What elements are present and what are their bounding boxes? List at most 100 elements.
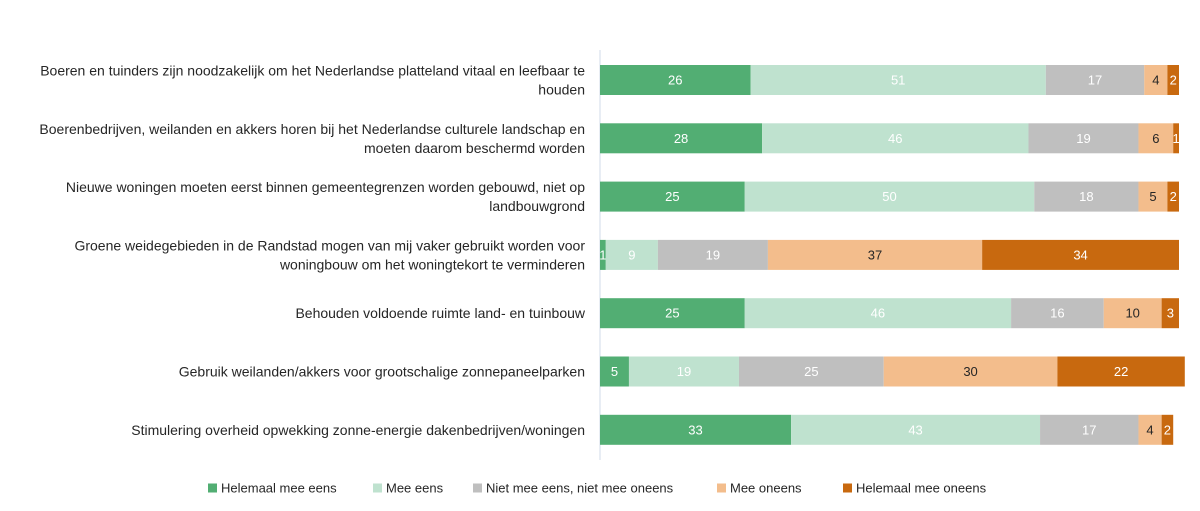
bar-segment: [738, 356, 884, 387]
data-label: 4: [1152, 73, 1159, 88]
bar-segment: [1040, 414, 1139, 445]
bar-segment: [1138, 123, 1174, 154]
bar-segment: [1103, 298, 1162, 329]
data-label: 10: [1125, 306, 1139, 321]
category-label-line: Stimulering overheid opwekking zonne-ene…: [131, 422, 585, 438]
bar-segment: [1167, 181, 1179, 212]
category-label-line: Boerenbedrijven, weilanden en akkers hor…: [39, 121, 585, 137]
category-label-line: houden: [538, 82, 585, 98]
data-label: 2: [1170, 73, 1177, 88]
data-label: 30: [963, 364, 977, 379]
bar-segment: [762, 123, 1029, 154]
category-label-line: Gebruik weilanden/akkers voor grootschal…: [179, 364, 585, 380]
category-label: Boerenbedrijven, weilanden en akkers hor…: [39, 121, 585, 156]
data-label: 26: [668, 73, 682, 88]
category-label-line: Behouden voldoende ruimte land- en tuinb…: [295, 305, 585, 321]
category-label-line: moeten daarom beschermd worden: [364, 140, 585, 156]
data-label: 5: [611, 364, 618, 379]
legend-swatch: [208, 483, 217, 493]
legend-label: Mee eens: [386, 481, 444, 496]
bar-segment: [1028, 123, 1139, 154]
data-label: 25: [804, 364, 818, 379]
bar-segment: [744, 298, 1012, 329]
data-label: 17: [1082, 422, 1096, 437]
category-label: Stimulering overheid opwekking zonne-ene…: [131, 422, 585, 438]
data-label: 37: [868, 247, 882, 262]
data-label: 17: [1088, 73, 1102, 88]
data-label: 50: [882, 189, 896, 204]
bar-segment: [982, 239, 1179, 270]
category-label: Groene weidegebieden in de Randstad moge…: [74, 237, 585, 272]
legend-label: Mee oneens: [730, 481, 802, 496]
data-label: 5: [1149, 189, 1156, 204]
bar-segment: [1011, 298, 1104, 329]
data-label: 19: [677, 364, 691, 379]
data-label: 34: [1073, 247, 1087, 262]
data-label: 33: [688, 422, 702, 437]
category-labels: Boeren en tuinders zijn noodzakelijk om …: [39, 63, 585, 438]
bar-segment: [600, 298, 745, 329]
data-label: 28: [674, 131, 688, 146]
bar-segment: [628, 356, 739, 387]
bar-segment: [1144, 65, 1168, 95]
bar-segment: [600, 356, 629, 387]
bar-segment: [744, 181, 1035, 212]
data-label: 2: [1170, 189, 1177, 204]
data-label: 1: [599, 247, 606, 262]
category-label: Behouden voldoende ruimte land- en tuinb…: [295, 305, 585, 321]
category-label-line: Groene weidegebieden in de Randstad moge…: [74, 237, 585, 253]
bar-segment: [600, 181, 745, 212]
legend-swatch: [373, 483, 382, 493]
data-label: 19: [706, 247, 720, 262]
legend-swatch: [473, 483, 482, 493]
data-label: 4: [1146, 422, 1153, 437]
bar-segment: [1034, 181, 1139, 212]
bar-segment: [1167, 65, 1179, 95]
data-label: 25: [665, 189, 679, 204]
bar-segment: [657, 239, 768, 270]
legend-swatch: [717, 483, 726, 493]
legend-label: Helemaal mee eens: [221, 481, 337, 496]
legend: Helemaal mee eens Mee eens Niet mee eens, …: [208, 481, 987, 496]
data-label: 43: [908, 422, 922, 437]
bar-segment: [883, 356, 1058, 387]
bar-segment: [600, 123, 763, 154]
data-label: 9: [628, 247, 635, 262]
category-label-line: Boeren en tuinders zijn noodzakelijk om …: [40, 63, 585, 79]
bar-segment: [1045, 65, 1145, 95]
category-label-line: woningbouw om het woningtekort te vermin…: [279, 256, 585, 272]
bar-segment: [1161, 414, 1174, 445]
data-label: 19: [1076, 131, 1090, 146]
bar-segment: [1173, 123, 1179, 154]
data-label: 22: [1114, 364, 1128, 379]
bar-segment: [600, 239, 606, 270]
bar-segment: [750, 65, 1046, 95]
data-label: 2: [1164, 422, 1171, 437]
legend-swatch: [843, 483, 852, 493]
bar-segment: [605, 239, 658, 270]
bar-segment: [600, 414, 792, 445]
data-label: 16: [1050, 306, 1064, 321]
category-label: Boeren en tuinders zijn noodzakelijk om …: [40, 63, 585, 98]
data-label: 3: [1167, 306, 1174, 321]
data-label: 46: [888, 131, 902, 146]
category-label-line: landbouwgrond: [489, 198, 585, 214]
bar-segment: [1138, 181, 1168, 212]
category-label: Gebruik weilanden/akkers voor grootschal…: [179, 364, 585, 380]
data-label: 46: [871, 306, 885, 321]
category-label-line: Nieuwe woningen moeten eerst binnen geme…: [66, 179, 585, 195]
legend-label: Helemaal mee oneens: [856, 481, 987, 496]
bar-segment: [1138, 414, 1162, 445]
data-label: 25: [665, 306, 679, 321]
category-label: Nieuwe woningen moeten eerst binnen geme…: [66, 179, 585, 214]
data-label: 1: [1172, 131, 1179, 146]
bar-segment: [1057, 356, 1185, 387]
bar-segment: [791, 414, 1041, 445]
data-label: 51: [891, 73, 905, 88]
bar-segment: [767, 239, 983, 270]
bar-segment: [1161, 298, 1179, 329]
data-label: 18: [1079, 189, 1093, 204]
legend-label: Niet mee eens, niet mee oneens: [486, 481, 674, 496]
